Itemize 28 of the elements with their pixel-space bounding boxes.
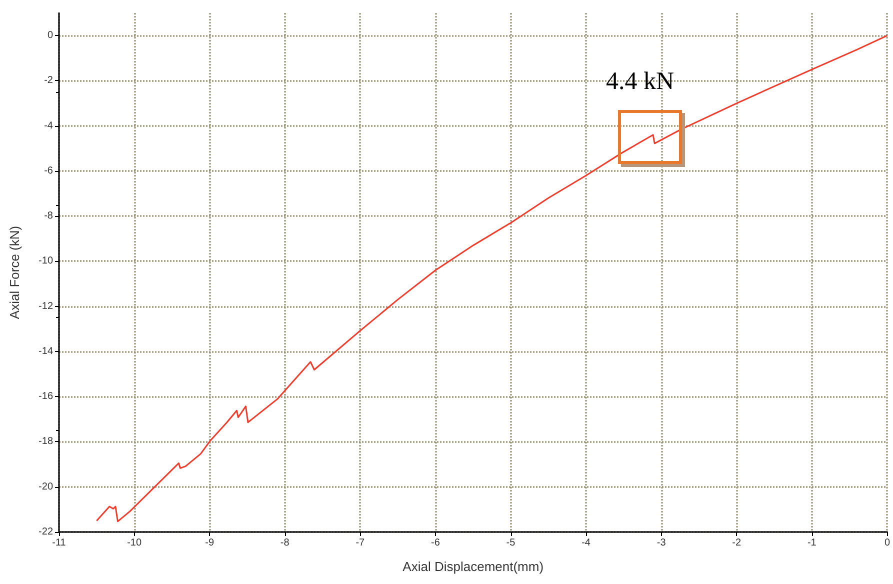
x-tick-label: -3 bbox=[656, 538, 666, 548]
x-tick-label: -8 bbox=[280, 538, 290, 548]
y-tick-label: -22 bbox=[38, 526, 54, 538]
line-series bbox=[96, 34, 888, 522]
x-tick-label: -2 bbox=[732, 538, 742, 548]
y-tick-label: -16 bbox=[38, 391, 54, 402]
x-tick-label: -7 bbox=[356, 538, 366, 548]
x-tick-label: -5 bbox=[506, 538, 516, 548]
x-tick-label: -1 bbox=[807, 538, 817, 548]
y-tick-label: -8 bbox=[44, 210, 54, 222]
y-tick-label: -18 bbox=[38, 436, 54, 448]
x-tick-label: -9 bbox=[205, 538, 214, 548]
y-tick-label: -4 bbox=[44, 120, 54, 132]
y-tick-label: 0 bbox=[47, 30, 54, 42]
x-tick-label: 0 bbox=[884, 538, 890, 548]
y-tick-label: -12 bbox=[38, 300, 54, 312]
y-tick-label: -6 bbox=[44, 165, 54, 176]
x-tick-label: -10 bbox=[127, 538, 142, 548]
x-tick-label: -4 bbox=[582, 538, 591, 548]
y-tick-label: -2 bbox=[44, 75, 54, 86]
x-axis-title: Axial Displacement(mm) bbox=[402, 559, 544, 574]
annotation: 4.4 kN bbox=[606, 68, 674, 96]
y-tick-label: -10 bbox=[38, 256, 54, 267]
y-tick-label: -14 bbox=[38, 346, 54, 357]
x-tick-label: -6 bbox=[431, 538, 440, 548]
y-axis-title: Axial Force (kN) bbox=[7, 226, 22, 320]
x-tick-label: -11 bbox=[52, 538, 66, 548]
y-tick-label: -20 bbox=[38, 481, 54, 492]
